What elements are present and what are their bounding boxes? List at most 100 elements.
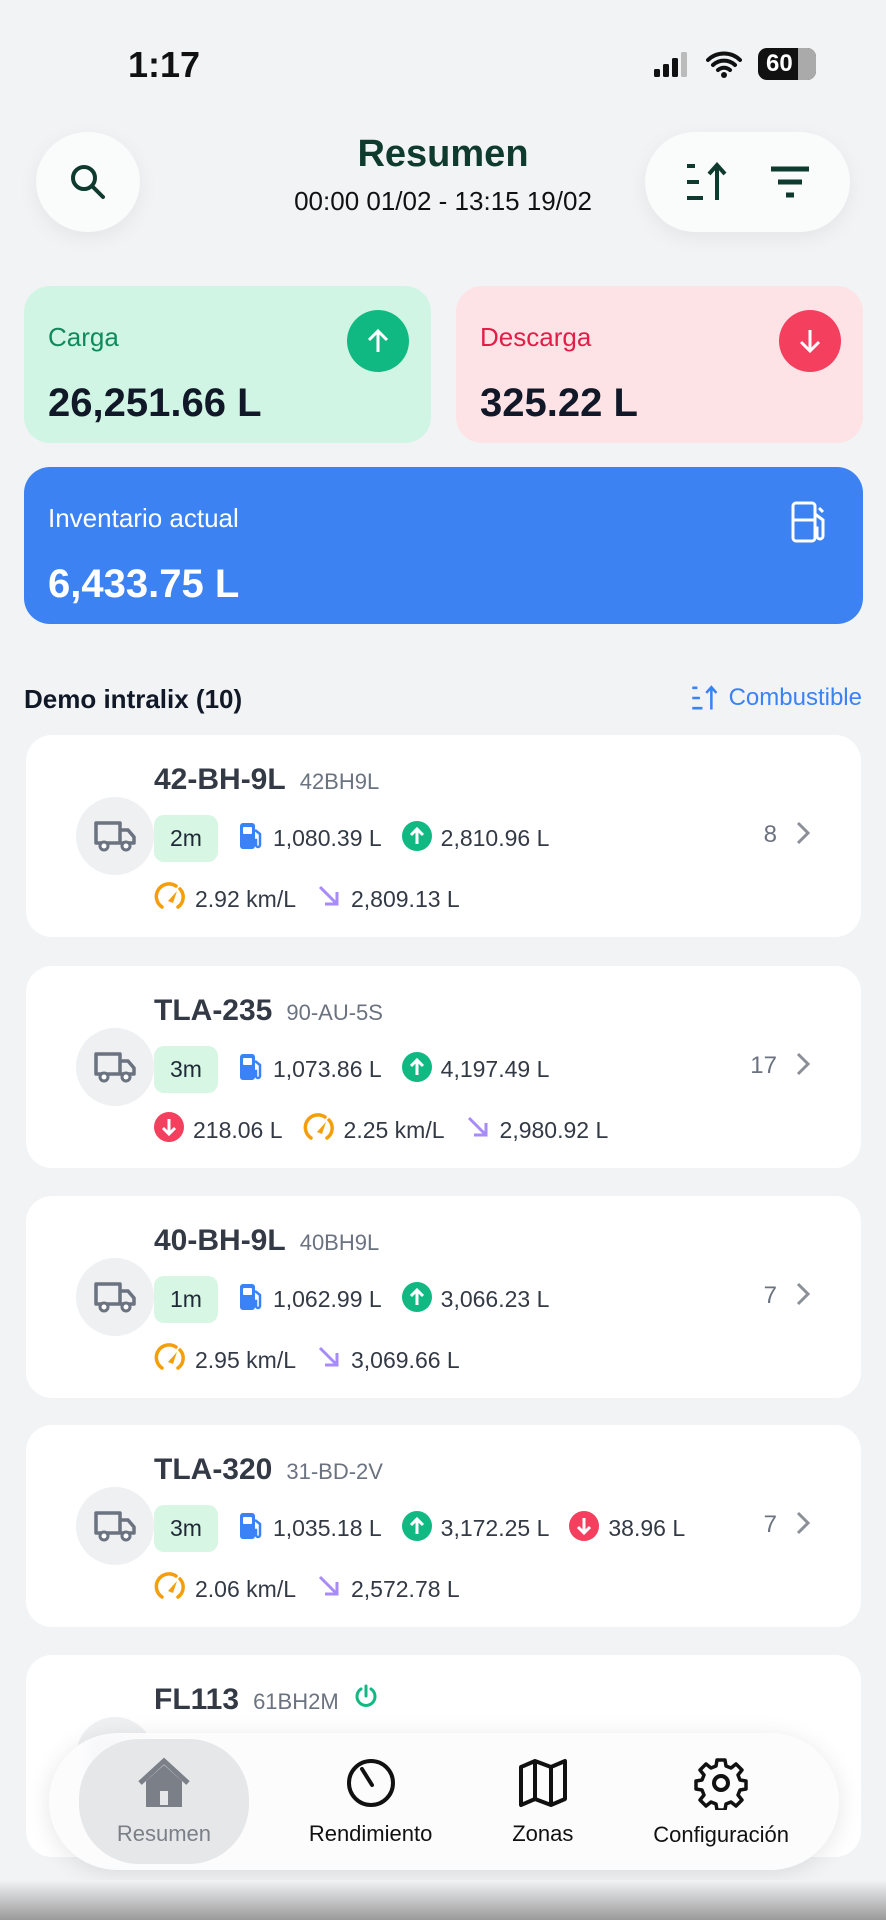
- chevron-right-icon[interactable]: [795, 1050, 811, 1083]
- vehicle-name: 40-BH-9L: [154, 1224, 286, 1257]
- gauge-icon: [345, 1757, 397, 1815]
- fuel-icon: [238, 1282, 264, 1318]
- metric-trend-down: 2,980.92 L: [465, 1114, 608, 1146]
- trend-down-icon: [316, 883, 342, 915]
- age-badge: 3m: [154, 1046, 218, 1093]
- up-icon: [401, 1510, 432, 1547]
- vehicle-plate: 61BH2M: [253, 1689, 339, 1714]
- nav-item-rendimiento[interactable]: Rendimiento: [289, 1743, 453, 1861]
- bottom-shade: [0, 1880, 886, 1920]
- trend-down-icon: [465, 1114, 491, 1146]
- vehicle-card[interactable]: 40-BH-9L 40BH9L 1m 1,062.99 L 3,066.23 L 2.9…: [26, 1196, 861, 1398]
- arrow-up-icon: [347, 310, 409, 372]
- trend-down-icon: [316, 1573, 342, 1605]
- event-count: 8: [763, 821, 777, 848]
- vehicle-card[interactable]: TLA-235 90-AU-5S 3m 1,073.86 L 4,197.49 L 21…: [26, 966, 861, 1168]
- chevron-right-icon[interactable]: [795, 819, 811, 852]
- sort-icon[interactable]: [683, 160, 731, 204]
- metric-gauge: 2.25 km/L: [303, 1112, 445, 1148]
- metric-up: 3,066.23 L: [401, 1281, 549, 1318]
- metric-down: 218.06 L: [154, 1112, 283, 1148]
- descarga-label: Descarga: [480, 322, 592, 352]
- vehicle-name: 42-BH-9L: [154, 763, 286, 796]
- carga-value: 26,251.66 L: [48, 381, 262, 425]
- chevron-right-icon[interactable]: [795, 1509, 811, 1542]
- metric-fuel: 1,073.86 L: [238, 1052, 382, 1088]
- inventario-value: 6,433.75 L: [48, 562, 240, 606]
- gauge-icon: [154, 1342, 186, 1378]
- metric-trend-down: 2,809.13 L: [316, 883, 460, 915]
- up-icon: [401, 1051, 432, 1088]
- truck-icon: [76, 1028, 154, 1106]
- nav-item-zonas[interactable]: Zonas: [492, 1743, 593, 1861]
- search-icon: [71, 165, 105, 199]
- sort-icon: [691, 685, 717, 710]
- fuel-icon: [238, 1511, 264, 1547]
- vehicle-card[interactable]: 42-BH-9L 42BH9L 2m 1,080.39 L 2,810.96 L 2.9…: [26, 735, 861, 937]
- filter-icon[interactable]: [768, 164, 812, 200]
- vehicle-name: TLA-320: [154, 1453, 273, 1486]
- sort-filter-group: [645, 132, 850, 232]
- metric-gauge: 2.92 km/L: [154, 881, 296, 917]
- nav-item-resumen[interactable]: Resumen: [78, 1739, 249, 1864]
- vehicle-card[interactable]: TLA-320 31-BD-2V 3m 1,035.18 L 3,172.25 L 38.…: [26, 1425, 861, 1627]
- gear-icon: [694, 1756, 748, 1816]
- fuel-icon: [238, 1052, 264, 1088]
- trend-down-icon: [316, 1344, 342, 1376]
- metric-fuel: 1,062.99 L: [238, 1282, 382, 1318]
- vehicle-name: TLA-235: [154, 994, 273, 1027]
- gauge-icon: [154, 1571, 186, 1607]
- up-icon: [401, 1281, 432, 1318]
- fuel-icon: [238, 821, 264, 857]
- vehicle-plate: 90-AU-5S: [286, 1000, 383, 1025]
- inventario-label: Inventario actual: [48, 503, 239, 533]
- vehicle-name: FL113: [154, 1683, 240, 1716]
- truck-icon: [76, 797, 154, 875]
- carga-label: Carga: [48, 322, 119, 352]
- metric-up: 3,172.25 L: [401, 1510, 549, 1547]
- battery-indicator: 60: [758, 48, 816, 80]
- descarga-value: 325.22 L: [480, 381, 638, 425]
- metric-up: 4,197.49 L: [401, 1051, 549, 1088]
- sort-by-combustible[interactable]: Combustible: [689, 684, 862, 712]
- search-button[interactable]: [36, 132, 140, 232]
- down-icon: [569, 1510, 600, 1547]
- age-badge: 2m: [154, 815, 218, 862]
- metric-down: 38.96 L: [569, 1510, 685, 1547]
- up-icon: [401, 820, 432, 857]
- metric-fuel: 1,035.18 L: [238, 1511, 382, 1547]
- metric-gauge: 2.06 km/L: [154, 1571, 296, 1607]
- nav-item-configuracion[interactable]: Configuración: [633, 1742, 809, 1862]
- carga-card[interactable]: Carga 26,251.66 L: [24, 286, 431, 443]
- event-count: 7: [763, 1511, 777, 1538]
- descarga-card[interactable]: Descarga 325.22 L: [456, 286, 863, 443]
- metric-trend-down: 3,069.66 L: [316, 1344, 460, 1376]
- event-count: 17: [750, 1052, 777, 1079]
- gauge-icon: [154, 881, 186, 917]
- home-icon: [136, 1757, 192, 1815]
- fuel-pump-icon: [779, 491, 841, 553]
- age-badge: 1m: [154, 1276, 218, 1323]
- page-title: Resumen: [357, 133, 529, 175]
- status-time: 1:17: [128, 44, 201, 85]
- metric-fuel: 1,080.39 L: [238, 821, 382, 857]
- status-icons: 60: [654, 48, 816, 80]
- chevron-right-icon[interactable]: [795, 1280, 811, 1313]
- gauge-icon: [303, 1112, 335, 1148]
- date-range[interactable]: 00:00 01/02 - 13:15 19/02: [294, 186, 592, 216]
- vehicle-plate: 42BH9L: [299, 769, 380, 794]
- map-icon: [517, 1757, 569, 1815]
- metric-up: 2,810.96 L: [401, 820, 549, 857]
- section-title: Demo intralix (10): [24, 684, 243, 714]
- down-icon: [154, 1112, 184, 1148]
- power-icon: [353, 1683, 379, 1714]
- truck-icon: [76, 1487, 154, 1565]
- event-count: 7: [763, 1282, 777, 1309]
- inventario-card[interactable]: Inventario actual 6,433.75 L: [24, 467, 863, 624]
- age-badge: 3m: [154, 1505, 218, 1552]
- vehicle-plate: 31-BD-2V: [286, 1459, 383, 1484]
- arrow-down-icon: [779, 310, 841, 372]
- metric-gauge: 2.95 km/L: [154, 1342, 296, 1378]
- metric-trend-down: 2,572.78 L: [316, 1573, 460, 1605]
- signal-icon: [654, 52, 687, 77]
